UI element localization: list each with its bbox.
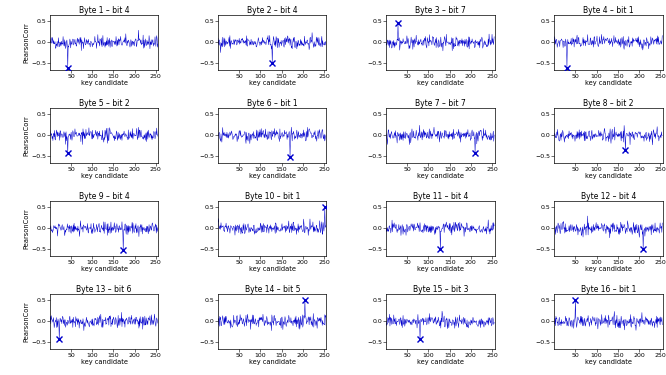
Title: Byte 6 – bit 1: Byte 6 – bit 1 [247, 99, 298, 108]
X-axis label: key candidate: key candidate [81, 173, 128, 179]
Y-axis label: PearsonCorr: PearsonCorr [24, 22, 30, 63]
X-axis label: key candidate: key candidate [585, 266, 632, 272]
Title: Byte 11 – bit 4: Byte 11 – bit 4 [413, 192, 468, 201]
Title: Byte 13 – bit 6: Byte 13 – bit 6 [77, 285, 132, 294]
Y-axis label: PearsonCorr: PearsonCorr [24, 301, 30, 342]
Title: Byte 15 – bit 3: Byte 15 – bit 3 [413, 285, 468, 294]
Title: Byte 3 – bit 7: Byte 3 – bit 7 [415, 6, 466, 15]
X-axis label: key candidate: key candidate [249, 173, 296, 179]
Title: Byte 10 – bit 1: Byte 10 – bit 1 [244, 192, 300, 201]
X-axis label: key candidate: key candidate [249, 359, 296, 365]
X-axis label: key candidate: key candidate [417, 359, 464, 365]
X-axis label: key candidate: key candidate [81, 359, 128, 365]
Title: Byte 4 – bit 1: Byte 4 – bit 1 [583, 6, 634, 15]
X-axis label: key candidate: key candidate [81, 266, 128, 272]
X-axis label: key candidate: key candidate [417, 80, 464, 86]
Y-axis label: PearsonCorr: PearsonCorr [24, 208, 30, 249]
Title: Byte 5 – bit 2: Byte 5 – bit 2 [79, 99, 129, 108]
Title: Byte 12 – bit 4: Byte 12 – bit 4 [581, 192, 636, 201]
X-axis label: key candidate: key candidate [417, 266, 464, 272]
Y-axis label: PearsonCorr: PearsonCorr [24, 115, 30, 156]
X-axis label: key candidate: key candidate [81, 80, 128, 86]
Title: Byte 14 – bit 5: Byte 14 – bit 5 [244, 285, 300, 294]
X-axis label: key candidate: key candidate [249, 266, 296, 272]
X-axis label: key candidate: key candidate [417, 173, 464, 179]
Title: Byte 1 – bit 4: Byte 1 – bit 4 [79, 6, 129, 15]
X-axis label: key candidate: key candidate [585, 359, 632, 365]
Title: Byte 16 – bit 1: Byte 16 – bit 1 [581, 285, 636, 294]
Title: Byte 9 – bit 4: Byte 9 – bit 4 [79, 192, 130, 201]
Title: Byte 7 – bit 7: Byte 7 – bit 7 [415, 99, 466, 108]
X-axis label: key candidate: key candidate [585, 173, 632, 179]
X-axis label: key candidate: key candidate [249, 80, 296, 86]
Title: Byte 8 – bit 2: Byte 8 – bit 2 [583, 99, 633, 108]
X-axis label: key candidate: key candidate [585, 80, 632, 86]
Title: Byte 2 – bit 4: Byte 2 – bit 4 [247, 6, 298, 15]
